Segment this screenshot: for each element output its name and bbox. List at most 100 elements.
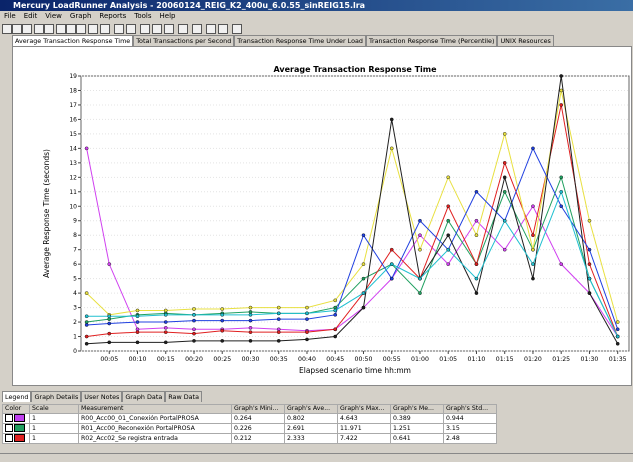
data-point	[615, 341, 620, 346]
bottom-tab[interactable]: Raw Data	[165, 391, 202, 402]
tool-button[interactable]	[192, 24, 202, 34]
tool-button[interactable]	[218, 24, 228, 34]
data-point	[135, 340, 140, 345]
bottom-tab[interactable]: Graph Details	[31, 391, 82, 402]
x-tick-label: 01:25	[552, 356, 570, 363]
graph-tab[interactable]: Transaction Response Time Under Load	[234, 35, 366, 46]
tool-button[interactable]	[232, 24, 242, 34]
menu-item[interactable]: View	[45, 12, 62, 20]
data-point	[163, 308, 168, 313]
data-point	[587, 262, 592, 266]
menu-item[interactable]: Graph	[69, 12, 92, 20]
data-point	[531, 204, 535, 209]
data-point	[248, 330, 253, 334]
data-point	[192, 331, 196, 336]
y-tick-label: 3	[73, 305, 77, 312]
menu-item[interactable]: Help	[159, 12, 176, 20]
graph-tabs: Average Transaction Response Time Total T…	[12, 35, 554, 46]
data-point	[587, 276, 592, 281]
tool-button[interactable]	[206, 24, 216, 34]
cell: 3.15	[443, 423, 497, 434]
data-point	[502, 132, 507, 136]
data-point	[84, 323, 89, 327]
y-tick-label: 2	[73, 319, 77, 326]
tool-button[interactable]	[22, 24, 32, 34]
color-cell	[2, 413, 30, 424]
y-tick-label: 15	[69, 131, 77, 138]
data-point	[248, 339, 253, 343]
tool-button[interactable]	[56, 24, 66, 34]
tool-button[interactable]	[44, 24, 54, 34]
checkbox[interactable]	[5, 434, 13, 442]
data-point	[389, 276, 394, 281]
bottom-tab[interactable]: Graph Data	[122, 391, 166, 402]
graph-tab[interactable]: UNIX Resources	[497, 35, 554, 46]
data-point	[135, 320, 140, 324]
x-tick-label: 00:30	[242, 356, 260, 363]
tool-button[interactable]	[100, 24, 110, 34]
graph-tab[interactable]: Total Transactions per Second	[133, 35, 235, 46]
tool-button[interactable]	[178, 24, 188, 34]
data-point	[305, 317, 309, 321]
cell: 0.264	[231, 413, 285, 424]
cell: 0.641	[390, 433, 444, 444]
graph-tab[interactable]: Transaction Response Time (Percentile)	[365, 35, 498, 46]
tool-button[interactable]	[66, 24, 76, 34]
menu-item[interactable]: File	[4, 12, 16, 20]
data-point	[559, 204, 564, 209]
data-point	[502, 218, 507, 223]
series-line	[86, 75, 619, 345]
column-header: Graph's Me...	[390, 404, 444, 414]
data-point	[192, 339, 196, 343]
color-swatch	[14, 414, 25, 422]
cell: R02_Acc02_Se registra entrada	[78, 433, 232, 444]
checkbox[interactable]	[5, 414, 13, 422]
tool-button[interactable]	[2, 24, 12, 34]
data-point	[220, 313, 225, 317]
data-point	[446, 233, 451, 238]
cell: 4.643	[337, 413, 391, 424]
cell: 11.971	[337, 423, 391, 434]
tool-button[interactable]	[152, 24, 162, 34]
tool-button[interactable]	[140, 24, 150, 34]
data-point	[531, 233, 535, 238]
graph-tab[interactable]: Average Transaction Response Time	[12, 35, 134, 46]
menu-item[interactable]: Reports	[99, 12, 127, 20]
column-header: Color	[2, 404, 30, 414]
y-tick-label: 1	[73, 334, 77, 341]
y-tick-label: 8	[73, 232, 77, 239]
tool-button[interactable]	[88, 24, 98, 34]
data-point	[276, 330, 281, 334]
legend-row: 1 R01_Acc00_Reconexión PortalPROSA 0.226 2.…	[2, 423, 497, 434]
checkbox[interactable]	[5, 424, 13, 432]
cell: 1	[29, 413, 79, 424]
bottom-tab[interactable]: User Notes	[81, 391, 123, 402]
data-point	[333, 313, 338, 317]
data-point	[333, 334, 338, 339]
header-row: Color Scale Measurement Graph's Mini... Grap…	[2, 404, 497, 414]
data-point	[418, 276, 422, 281]
data-point	[474, 291, 479, 295]
tool-button[interactable]	[76, 24, 86, 34]
data-point	[446, 175, 451, 180]
x-tick-label: 00:50	[355, 356, 373, 363]
tool-button[interactable]	[164, 24, 174, 34]
data-point	[305, 337, 309, 342]
tool-button[interactable]	[34, 24, 44, 34]
data-point	[389, 247, 394, 252]
menu-item[interactable]: Tools	[134, 12, 152, 20]
data-point	[84, 291, 89, 295]
data-point	[248, 313, 253, 317]
tool-button[interactable]	[12, 24, 22, 34]
window-title: Mercury LoadRunner Analysis - 20060124_R…	[13, 1, 366, 10]
data-point	[276, 317, 281, 321]
data-point	[531, 146, 535, 151]
bottom-tab[interactable]: Legend	[2, 391, 32, 402]
data-point	[531, 247, 535, 252]
menu-item[interactable]: Edit	[23, 12, 38, 20]
tool-button[interactable]	[126, 24, 136, 34]
y-tick-label: 7	[73, 247, 77, 254]
data-point	[559, 88, 564, 93]
data-point	[502, 175, 507, 180]
tool-button[interactable]	[114, 24, 124, 34]
